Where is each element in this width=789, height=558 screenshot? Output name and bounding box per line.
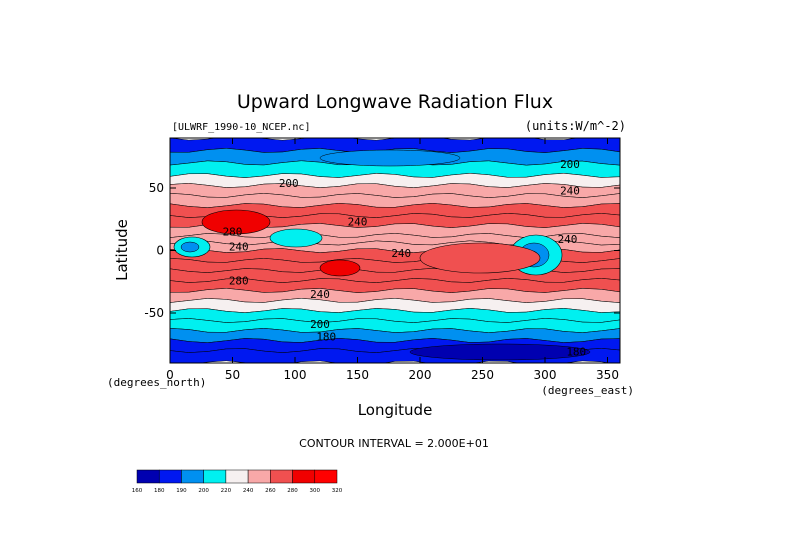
contour-label: 180 (566, 346, 586, 359)
colorbar-swatch (270, 469, 293, 484)
x-tick-label: 100 (284, 368, 307, 382)
contour-label: 240 (310, 288, 330, 301)
x-tick-label: 0 (166, 368, 174, 382)
colorbar-swatch (136, 469, 160, 484)
colorbar-label: 200 (198, 488, 209, 494)
x-tick-label: 350 (596, 368, 619, 382)
contour-label: 240 (348, 216, 368, 229)
x-axis-label: Longitude (358, 401, 433, 419)
x-tick-label: 200 (409, 368, 432, 382)
colorbar-swatch (225, 469, 249, 484)
contour-label: 240 (229, 241, 249, 254)
colorbar-swatch (292, 469, 316, 484)
y-tick-label: 0 (156, 244, 164, 258)
x-unit-label: (degrees_east) (541, 384, 634, 397)
colorbar: 160 180 190 200 220 240 260 280 300 320 (132, 469, 343, 494)
x-tick-label: 250 (471, 368, 494, 382)
contour-label: 280 (223, 226, 243, 239)
colorbar-label: 280 (287, 488, 298, 494)
contour-label: 240 (391, 247, 411, 260)
colorbar-label: 220 (221, 488, 232, 494)
colorbar-label: 190 (176, 488, 187, 494)
contour-label: 200 (279, 177, 299, 190)
colorbar-label: 300 (310, 488, 321, 494)
contour-interval-label: CONTOUR INTERVAL = 2.000E+01 (299, 437, 489, 450)
y-unit-label: (degrees_north) (107, 376, 206, 389)
colorbar-swatch (247, 469, 271, 484)
region-indonesia-low (269, 228, 323, 248)
colorbar-label: 320 (332, 488, 343, 494)
x-tick-label: 150 (346, 368, 369, 382)
y-tick-label: 50 (149, 181, 164, 195)
y-axis: 50 0 -50 (144, 181, 620, 320)
units-label: (units:W/m^-2) (525, 119, 626, 133)
y-axis-label: Latitude (113, 219, 131, 281)
x-tick-label: 50 (225, 368, 240, 382)
region-south-low (409, 343, 591, 361)
colorbar-swatch (181, 469, 204, 484)
region-sahara-high (201, 209, 271, 235)
colorbar-label: 240 (243, 488, 254, 494)
colorbar-swatch (158, 469, 182, 484)
x-tick-label: 300 (534, 368, 557, 382)
region-africa-core (180, 241, 200, 253)
colorbar-label: 260 (265, 488, 276, 494)
colorbar-swatch (203, 469, 227, 484)
contour-label: 240 (558, 233, 578, 246)
contour-label: 180 (316, 331, 336, 344)
region-north-pacific (319, 149, 461, 167)
x-axis: 0 50 100 150 200 250 300 350 (166, 138, 619, 382)
y-tick-label: -50 (144, 306, 164, 320)
colorbar-label: 160 (132, 488, 143, 494)
chart-title: Upward Longwave Radiation Flux (237, 91, 553, 113)
colorbar-swatch (314, 469, 338, 484)
region-australia-high (319, 259, 361, 277)
contour-label: 200 (560, 158, 580, 171)
region-pacific-high (419, 242, 541, 274)
flux-regions (173, 149, 591, 361)
contour-label: 200 (310, 318, 330, 331)
contour-label: 240 (560, 184, 580, 197)
contour-label: 280 (229, 274, 249, 287)
colorbar-label: 180 (154, 488, 165, 494)
flux-bands (170, 138, 620, 363)
dataset-label: [ULWRF_1990-10_NCEP.nc] (172, 122, 310, 133)
